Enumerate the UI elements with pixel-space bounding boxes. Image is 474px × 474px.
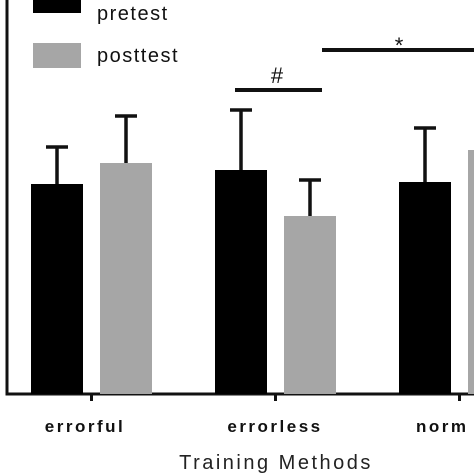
- error-bar-pretest-norm: [414, 126, 436, 182]
- error-bar-pretest-errorful: [46, 145, 68, 184]
- significance-star: *: [322, 33, 474, 58]
- x-tick-label-errorful: errorful: [45, 417, 125, 436]
- legend: pretest posttest: [33, 0, 179, 68]
- x-axis-title: Training Methods: [179, 452, 373, 474]
- bar-posttest-norm: [468, 150, 474, 394]
- bar-pretest-norm: [399, 182, 451, 394]
- legend-label: pretest: [97, 3, 169, 25]
- bar-pretest-errorless: [215, 170, 267, 394]
- significance-symbol: *: [395, 33, 404, 58]
- significance-markers: #*: [235, 33, 474, 92]
- bars: [31, 150, 474, 394]
- legend-label: posttest: [97, 45, 179, 67]
- legend-swatch: [33, 0, 81, 13]
- significance-hash: #: [235, 63, 322, 92]
- significance-symbol: #: [271, 63, 284, 88]
- error-bars: [46, 108, 436, 216]
- bar-posttest-errorful: [100, 163, 152, 394]
- bar-pretest-errorful: [31, 184, 83, 394]
- x-tick-label-errorless: errorless: [227, 417, 322, 436]
- bar-posttest-errorless: [284, 216, 336, 394]
- legend-swatch: [33, 43, 81, 68]
- legend-item-posttest: posttest: [33, 43, 179, 68]
- error-bar-posttest-errorful: [115, 114, 137, 163]
- x-axis-labels: errorful errorless norm: [45, 417, 469, 436]
- error-bar-posttest-errorless: [299, 178, 321, 216]
- legend-item-pretest: pretest: [33, 0, 169, 25]
- x-tick-label-norm: norm: [416, 417, 469, 436]
- error-bar-pretest-errorless: [230, 108, 252, 170]
